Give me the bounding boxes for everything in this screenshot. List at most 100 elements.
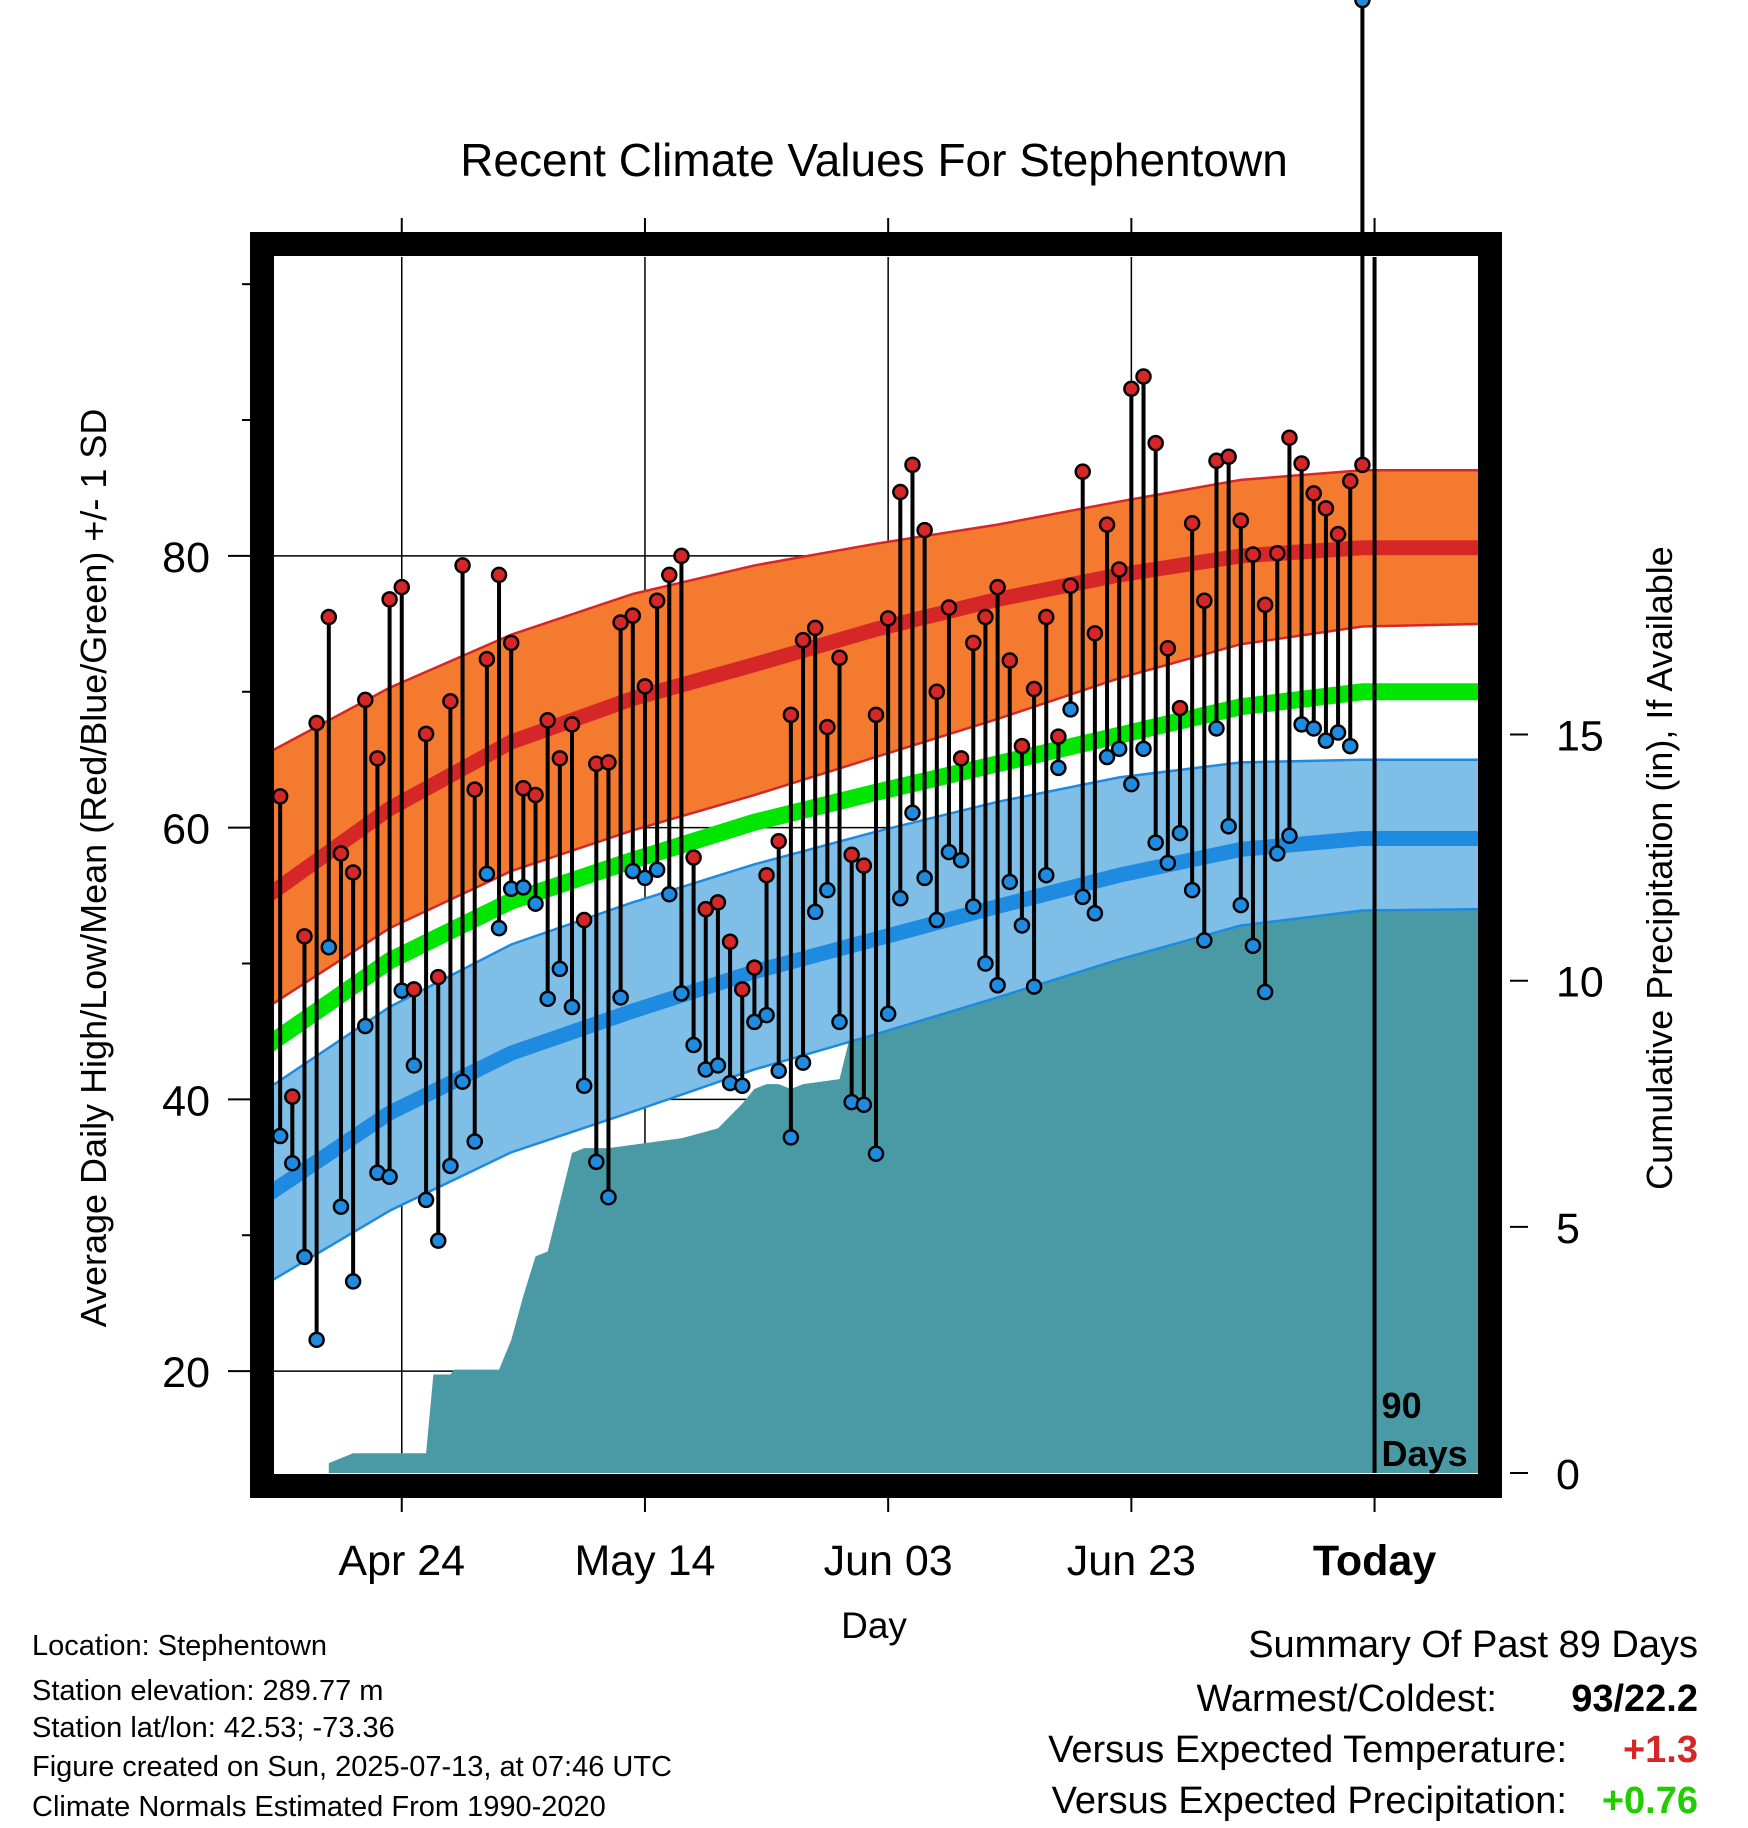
low-point <box>405 1057 423 1074</box>
summary-warmest-label: Warmest/Coldest: <box>1196 1678 1497 1720</box>
high-point <box>296 928 313 945</box>
high-point <box>466 781 483 798</box>
summary-precip-label: Versus Expected Precipitation: <box>1052 1780 1567 1822</box>
high-point <box>429 968 447 986</box>
high-point <box>1171 699 1189 717</box>
high-point <box>539 712 556 729</box>
high-point <box>1135 368 1152 385</box>
high-point <box>1281 429 1298 446</box>
info-normals: Climate Normals Estimated From 1990-2020 <box>32 1791 606 1823</box>
station-info: Location: Stephentown Station elevation:… <box>32 1630 672 1823</box>
high-point <box>940 599 958 616</box>
high-point <box>551 750 569 767</box>
low-point <box>746 1013 763 1031</box>
low-point <box>989 976 1006 994</box>
low-point <box>1317 732 1335 749</box>
high-point <box>892 483 909 501</box>
today-days-label: 90 <box>1382 1385 1422 1426</box>
low-point <box>539 990 556 1008</box>
high-point <box>1037 608 1055 626</box>
summary: Summary Of Past 89 Days Warmest/Coldest:… <box>1048 1624 1698 1822</box>
high-point <box>673 547 690 565</box>
high-point <box>1232 512 1250 529</box>
summary-heading: Summary Of Past 89 Days <box>1248 1624 1698 1666</box>
low-point <box>551 960 569 978</box>
low-point <box>916 869 933 887</box>
low-point <box>1256 983 1274 1001</box>
high-point <box>369 750 386 767</box>
low-point <box>332 1198 350 1215</box>
low-point <box>1123 775 1140 793</box>
high-point <box>1256 596 1274 614</box>
low-point <box>1171 824 1189 842</box>
low-point <box>1220 818 1237 835</box>
low-point <box>855 1096 873 1114</box>
high-point <box>661 566 678 584</box>
low-point <box>1208 720 1225 737</box>
low-point <box>1183 881 1201 899</box>
low-point <box>454 1073 471 1090</box>
high-point <box>357 691 374 709</box>
high-point <box>758 866 775 884</box>
daily-range-bars <box>278 0 1365 1340</box>
high-point <box>685 849 702 866</box>
high-point <box>575 911 593 929</box>
high-point <box>320 608 338 626</box>
info-created: Figure created on Sun, 2025-07-13, at 07… <box>32 1751 672 1783</box>
high-point <box>405 981 423 998</box>
high-point <box>1110 561 1128 578</box>
daily-points <box>271 0 1371 1349</box>
low-point <box>1232 896 1250 914</box>
high-point <box>332 845 350 862</box>
low-point <box>1098 748 1116 766</box>
low-point <box>1062 701 1079 718</box>
low-point <box>320 938 338 956</box>
high-point <box>733 981 751 998</box>
high-point <box>1183 515 1201 532</box>
high-point <box>746 959 763 976</box>
high-point <box>819 718 836 736</box>
y-tick-label: 80 <box>162 534 210 582</box>
low-point <box>867 1145 885 1162</box>
high-point <box>1329 525 1347 543</box>
x-tick-label: Today <box>1313 1537 1437 1585</box>
high-point <box>454 557 471 574</box>
precipitation-area <box>328 793 1484 1473</box>
high-point <box>855 857 873 874</box>
high-point <box>1196 592 1213 609</box>
high-point <box>916 521 933 539</box>
low-point <box>1001 873 1019 891</box>
low-point <box>271 1127 289 1145</box>
y-tick-label: 40 <box>162 1077 210 1125</box>
low-point <box>490 919 508 937</box>
high-point <box>515 779 532 797</box>
high-point <box>563 716 581 733</box>
low-point <box>575 1077 593 1095</box>
low-point <box>709 1057 727 1074</box>
low-point <box>977 955 994 972</box>
plot-frame <box>250 232 1502 1498</box>
y2-axis-label: Cumulative Precipitation (in), If Availa… <box>1639 546 1680 1190</box>
low-point <box>940 843 958 861</box>
cumulative-precip-area <box>328 793 1484 1473</box>
low-point <box>1074 888 1091 906</box>
y2-tick-label: 5 <box>1556 1205 1580 1253</box>
high-point <box>928 683 946 701</box>
high-point <box>904 456 921 474</box>
low-point <box>928 911 946 929</box>
high-point <box>806 619 824 637</box>
low-point <box>417 1191 435 1209</box>
low-point <box>952 851 970 869</box>
x-axis-label: Day <box>841 1605 907 1646</box>
summary-precip-value: +0.76 <box>1602 1780 1698 1822</box>
low-point <box>1269 845 1286 862</box>
low-point <box>1050 759 1067 777</box>
low-point <box>442 1157 459 1175</box>
low-point <box>673 985 690 1002</box>
low-point <box>284 1154 301 1172</box>
low-point <box>1196 932 1213 949</box>
low-point <box>636 869 654 887</box>
low-point <box>904 804 921 821</box>
low-point <box>1329 724 1347 741</box>
